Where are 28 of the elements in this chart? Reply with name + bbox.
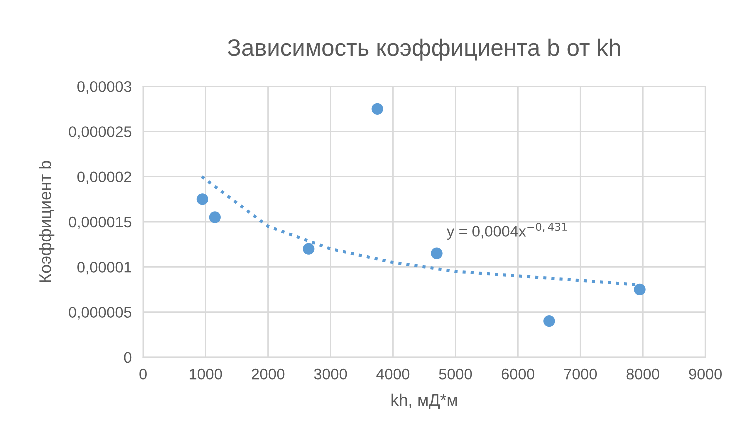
- y-tick-label: 0,000015: [69, 216, 132, 230]
- point: [431, 248, 443, 260]
- point: [196, 194, 208, 206]
- y-tick-label: 0,000025: [69, 126, 132, 140]
- chart-title: Зависимость коэффициента b от kh: [228, 38, 620, 61]
- point: [209, 212, 221, 224]
- point: [544, 316, 556, 328]
- x-tick-label: 8000: [626, 368, 660, 380]
- x-tick-label: 0: [140, 368, 147, 380]
- annotation: y = 0,0004x$^{−0,431}$: [446, 222, 568, 240]
- x-tick-label: 9000: [689, 368, 722, 380]
- x-tick-label: 7000: [564, 368, 598, 380]
- x-tick-label: 6000: [502, 368, 535, 380]
- x-tick-label: 2000: [252, 368, 285, 380]
- y-tick-label: 0,00002: [78, 172, 132, 184]
- x-tick-label: 4000: [376, 368, 410, 380]
- y-tick-label: 0,00001: [78, 262, 132, 275]
- point: [634, 284, 646, 296]
- point: [372, 103, 384, 115]
- y-tick-label: 0: [124, 352, 132, 364]
- y-tick-label: 0,000005: [69, 307, 132, 320]
- x-tick-label: 3000: [314, 368, 348, 380]
- point: [303, 243, 315, 255]
- y-tick-label: 0,00003: [78, 81, 132, 94]
- x-axis-title: kh, мД*м: [392, 394, 458, 410]
- y-axis-title: Коэффициент b: [39, 161, 55, 282]
- x-tick-label: 1000: [190, 368, 222, 380]
- x-tick-label: 5000: [439, 368, 472, 380]
